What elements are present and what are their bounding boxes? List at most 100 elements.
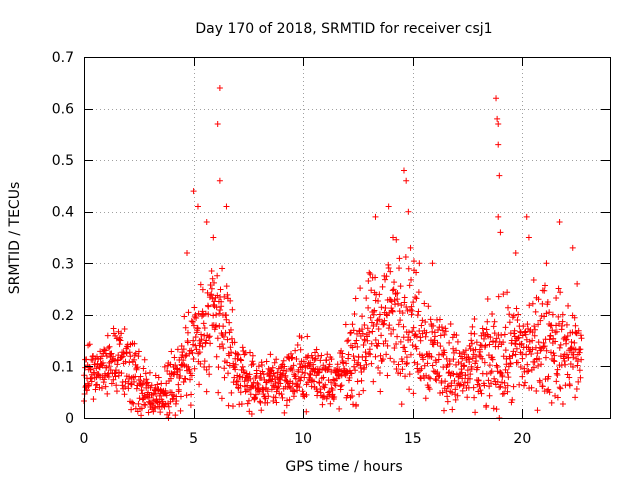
data-point xyxy=(379,283,386,290)
data-point xyxy=(448,380,455,387)
data-point xyxy=(434,339,441,346)
data-point xyxy=(192,311,199,318)
data-point xyxy=(246,371,253,378)
data-point xyxy=(564,332,571,339)
data-point xyxy=(528,384,535,391)
data-point xyxy=(97,348,104,355)
data-point xyxy=(337,368,344,375)
data-point xyxy=(368,340,375,347)
data-point xyxy=(547,332,554,339)
data-point xyxy=(502,324,509,331)
data-point xyxy=(433,377,440,384)
data-point xyxy=(491,330,498,337)
data-point xyxy=(266,372,273,379)
data-point xyxy=(425,303,432,310)
data-point xyxy=(513,345,520,352)
data-point xyxy=(374,343,381,350)
data-point xyxy=(256,388,263,395)
data-point xyxy=(477,341,484,348)
data-point xyxy=(415,289,422,296)
data-point xyxy=(515,311,522,318)
data-point xyxy=(496,384,503,391)
data-point xyxy=(459,375,466,382)
data-point xyxy=(244,400,251,407)
data-point xyxy=(504,382,511,389)
data-point xyxy=(351,310,358,317)
data-point xyxy=(103,353,110,360)
data-point xyxy=(152,372,159,379)
data-point xyxy=(352,367,359,374)
data-point xyxy=(368,360,375,367)
data-point xyxy=(504,388,511,395)
data-point xyxy=(415,308,422,315)
data-point xyxy=(563,336,570,343)
data-point xyxy=(436,316,443,323)
data-point xyxy=(566,374,573,381)
data-point xyxy=(390,234,397,241)
data-point xyxy=(177,407,184,414)
data-point xyxy=(461,363,468,370)
data-point xyxy=(161,363,168,370)
data-point xyxy=(507,361,514,368)
data-point xyxy=(515,334,522,341)
data-point xyxy=(145,409,152,416)
data-point xyxy=(498,332,505,339)
data-point xyxy=(410,299,417,306)
data-point xyxy=(476,383,483,390)
data-point xyxy=(333,375,340,382)
data-point xyxy=(510,312,517,319)
data-point xyxy=(200,311,207,318)
data-point xyxy=(201,324,208,331)
data-point xyxy=(437,332,444,339)
data-point xyxy=(475,377,482,384)
data-point xyxy=(409,328,416,335)
plot-frame xyxy=(84,57,611,419)
data-point xyxy=(421,300,428,307)
data-point xyxy=(441,331,448,338)
data-point xyxy=(359,326,366,333)
data-point xyxy=(150,408,157,415)
data-point xyxy=(467,371,474,378)
data-point xyxy=(279,394,286,401)
data-point xyxy=(119,353,126,360)
data-point xyxy=(509,396,516,403)
data-point xyxy=(546,309,553,316)
data-point xyxy=(247,391,254,398)
data-point xyxy=(374,317,381,324)
data-point xyxy=(316,369,323,376)
data-point xyxy=(121,391,128,398)
data-point xyxy=(375,298,382,305)
data-point xyxy=(574,280,581,287)
data-point xyxy=(205,311,212,318)
data-point xyxy=(496,172,503,179)
data-point xyxy=(175,386,182,393)
data-point xyxy=(368,319,375,326)
data-point xyxy=(490,323,497,330)
data-point xyxy=(481,359,488,366)
data-point xyxy=(197,340,204,347)
data-point xyxy=(557,289,564,296)
data-point xyxy=(342,321,349,328)
data-point xyxy=(541,313,548,320)
data-point xyxy=(85,382,92,389)
data-point xyxy=(188,372,195,379)
data-point xyxy=(384,342,391,349)
data-point xyxy=(144,379,151,386)
data-point xyxy=(495,343,502,350)
data-point xyxy=(194,203,201,210)
data-point xyxy=(554,372,561,379)
data-point xyxy=(130,400,137,407)
data-point xyxy=(237,389,244,396)
data-point xyxy=(368,287,375,294)
data-point xyxy=(216,177,223,184)
data-point xyxy=(543,347,550,354)
data-point xyxy=(469,340,476,347)
data-point xyxy=(134,364,141,371)
data-point xyxy=(453,347,460,354)
data-point xyxy=(511,327,518,334)
data-point xyxy=(398,302,405,309)
data-point xyxy=(208,285,215,292)
data-point xyxy=(104,332,111,339)
data-point xyxy=(227,344,234,351)
